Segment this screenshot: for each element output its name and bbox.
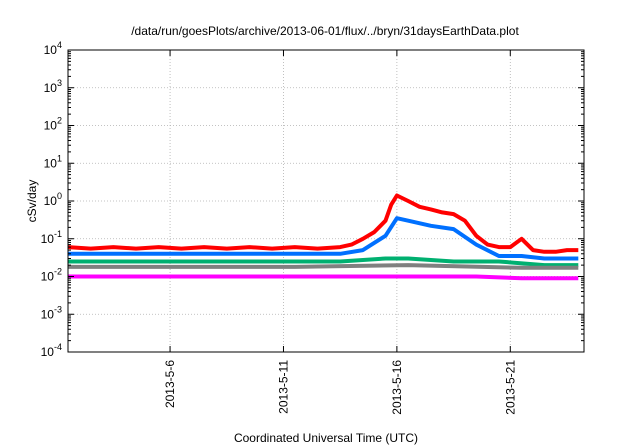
y-tick-exponent: -3 (54, 304, 62, 314)
y-tick-base: 10 (44, 43, 58, 57)
y-tick-base: 10 (41, 270, 55, 284)
y-tick-exponent: 2 (57, 116, 62, 126)
y-tick-label: 10-4 (41, 342, 62, 359)
y-tick-base: 10 (44, 81, 58, 95)
y-tick-exponent: 1 (57, 153, 62, 163)
y-tick-label: 102 (44, 116, 62, 133)
series-layer (67, 193, 579, 281)
y-tick-label: 100 (44, 191, 62, 208)
x-tick-label: 2013-5-6 (163, 360, 177, 408)
y-tick-base: 10 (41, 307, 55, 321)
x-axis-label: Coordinated Universal Time (UTC) (234, 431, 418, 445)
y-tick-base: 10 (44, 156, 58, 170)
y-tick-base: 10 (44, 194, 58, 208)
y-tick-exponent: -4 (54, 342, 62, 352)
y-axis-label: cSv/day (25, 180, 39, 223)
x-axis: 2013-5-6 2013-5-11 2013-5-16 2013-5-21 (163, 50, 517, 415)
y-tick-label: 10-3 (41, 304, 62, 321)
y-tick-label: 104 (44, 40, 62, 57)
y-tick-label: 103 (44, 78, 62, 95)
y-tick-exponent: 3 (57, 78, 62, 88)
chart-title: /data/run/goesPlots/archive/2013-06-01/f… (131, 24, 519, 38)
y-tick-base: 10 (41, 232, 55, 246)
x-tick-label: 2013-5-16 (390, 360, 404, 415)
y-tick-exponent: -1 (54, 229, 62, 239)
y-tick-base: 10 (41, 345, 55, 359)
series-line-1 (68, 216, 579, 261)
y-tick-label: 101 (44, 153, 62, 170)
y-tick-exponent: 0 (57, 191, 62, 201)
y-tick-label: 10-2 (41, 267, 62, 284)
y-tick-label: 10-1 (41, 229, 62, 246)
y-tick-exponent: -2 (54, 267, 62, 277)
series-line-2 (68, 256, 579, 268)
x-tick-label: 2013-5-21 (503, 360, 517, 415)
x-tick-label: 2013-5-11 (276, 360, 290, 414)
y-tick-base: 10 (44, 119, 58, 133)
series-line-4 (68, 274, 579, 281)
series-line-0 (67, 193, 579, 254)
y-tick-exponent: 4 (57, 40, 62, 50)
series-line-3 (68, 263, 579, 270)
